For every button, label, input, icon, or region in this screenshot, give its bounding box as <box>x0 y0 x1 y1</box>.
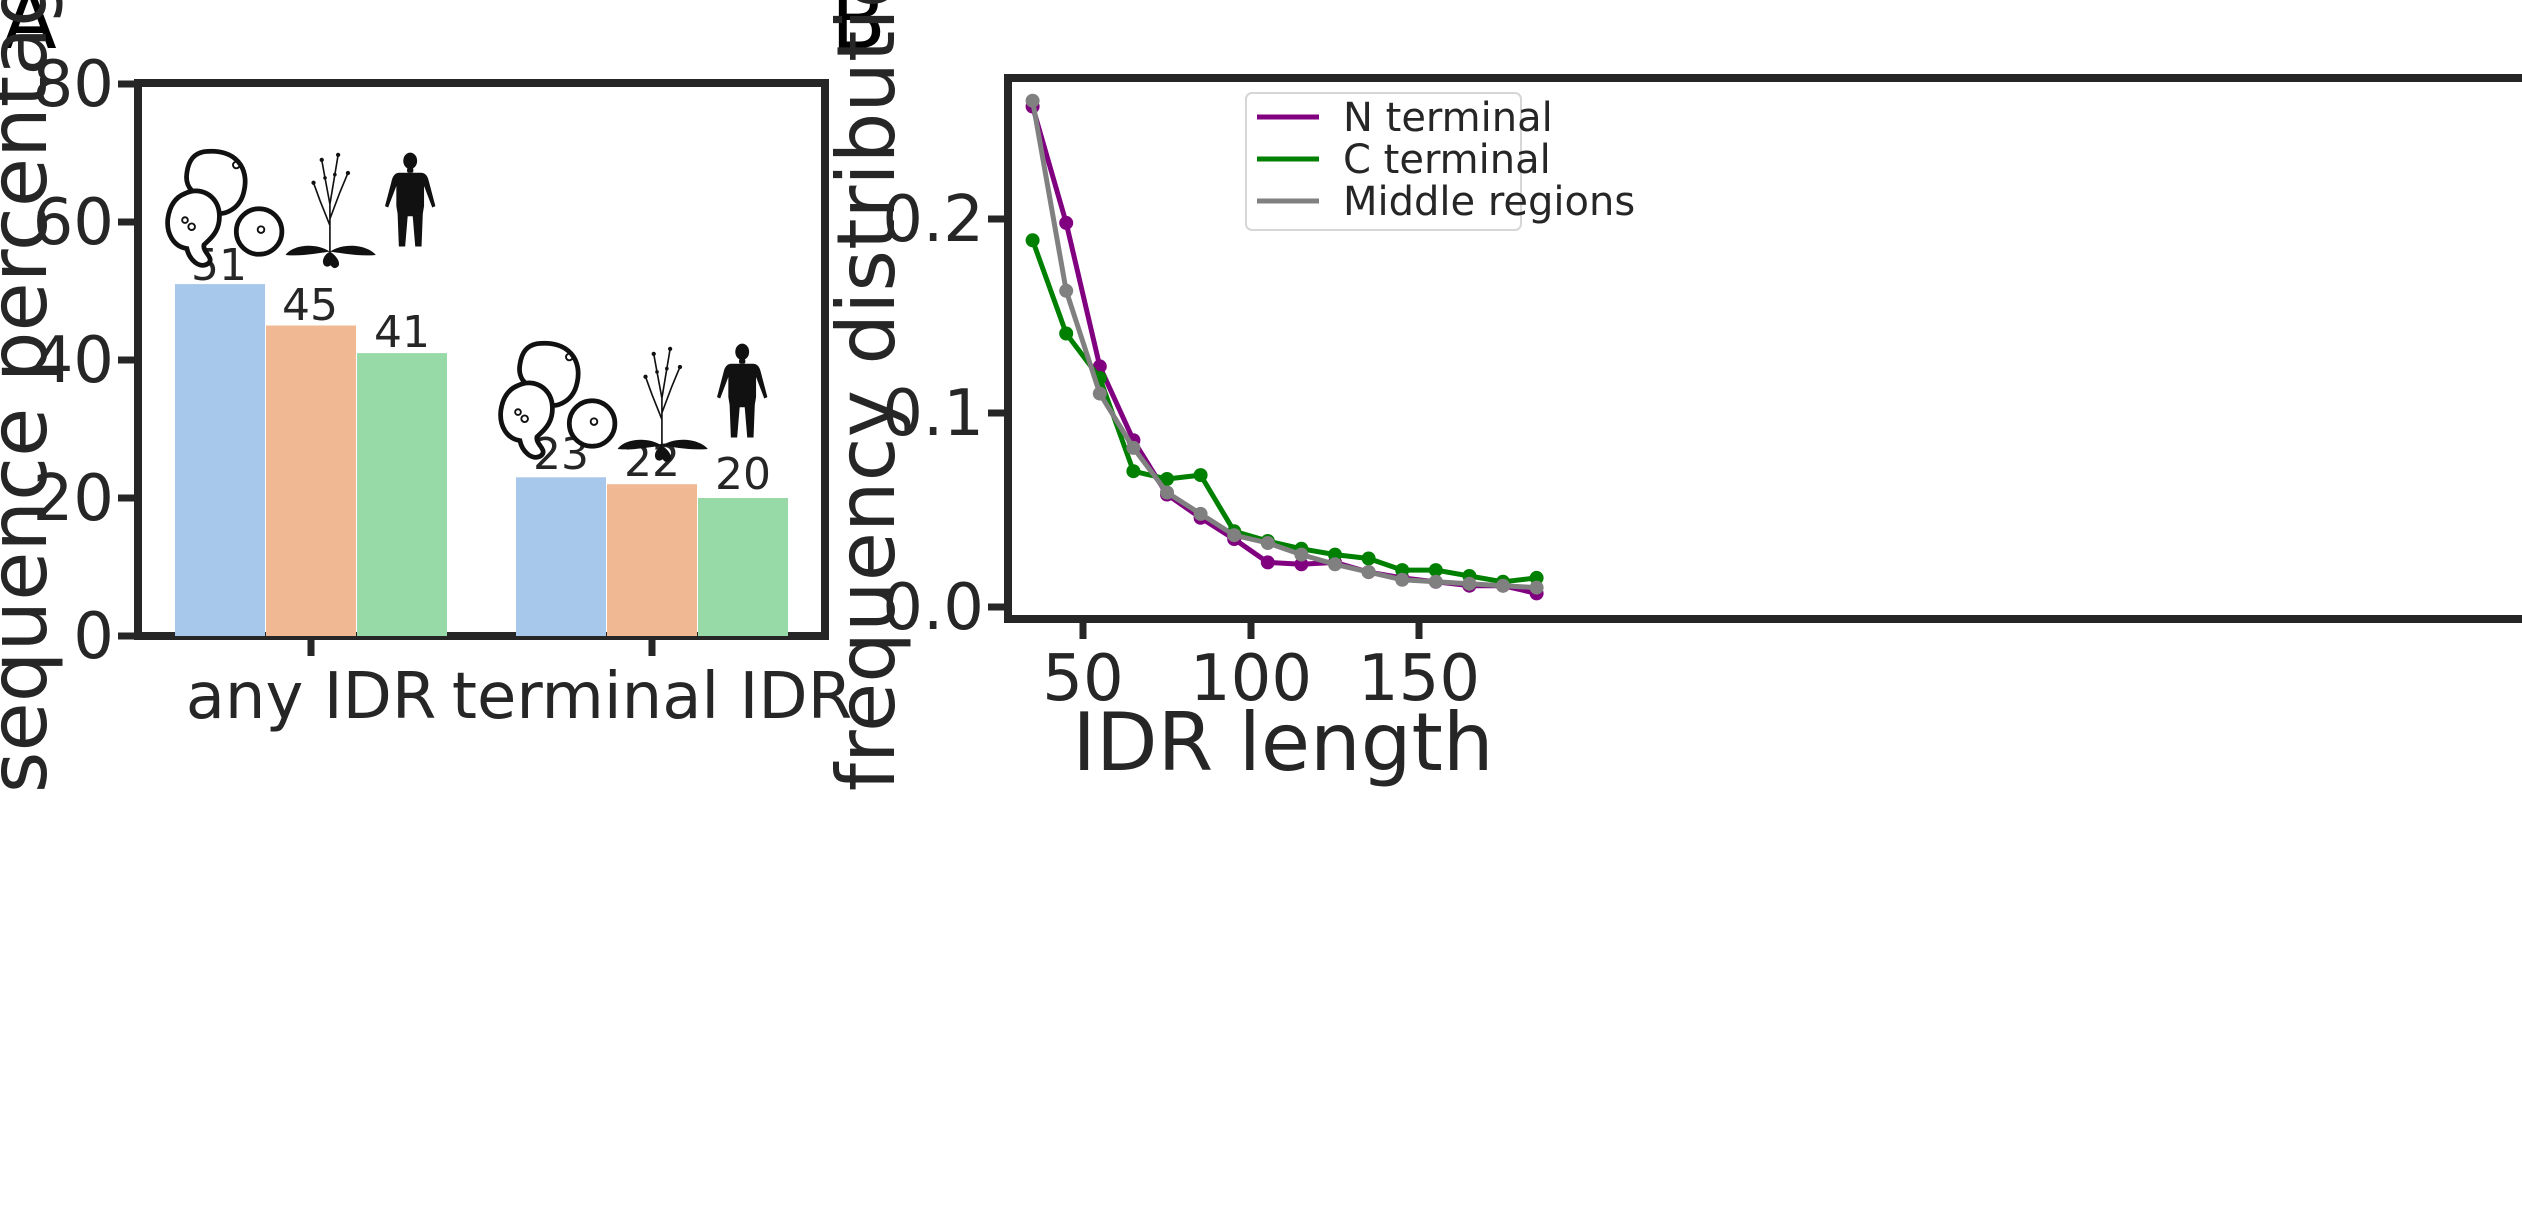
legend-label: N terminal <box>1343 95 1553 141</box>
legend-label: C terminal <box>1343 137 1551 183</box>
panel-b-letter: B <box>831 0 886 67</box>
panel-a-bar-chart: A 51 45 41 23 22 20 0 20 40 60 80 sequen… <box>0 0 852 793</box>
x-tick-label: 50 <box>1042 642 1123 716</box>
bar <box>175 284 265 636</box>
panel-a-y-axis: 0 20 40 60 80 sequence percentage <box>0 0 138 793</box>
panel-b-legend: N terminal C terminal Middle regions <box>1245 92 1635 231</box>
series-group <box>1025 93 1544 595</box>
y-tick-label: 0.1 <box>882 377 984 451</box>
panel-b-y-axis: 0.0 0.1 0.2 frequency distribution <box>820 0 1008 791</box>
human-figure-icon <box>717 343 768 438</box>
data-point <box>1260 555 1275 570</box>
bar <box>357 353 447 636</box>
series-line <box>1030 98 1540 591</box>
bar-label: 20 <box>715 449 771 500</box>
y-tick-label: 20 <box>33 462 114 536</box>
data-point <box>1193 506 1208 521</box>
data-point <box>1059 326 1074 341</box>
data-point <box>1059 215 1074 230</box>
data-point <box>1428 574 1443 589</box>
data-point <box>1025 93 1040 108</box>
data-point <box>1529 570 1544 585</box>
x-tick-label: 150 <box>1358 642 1480 716</box>
bar-label: 45 <box>282 280 338 331</box>
human-figure-icon <box>385 152 436 247</box>
y-tick-label: 0.0 <box>882 571 984 645</box>
panel-b-plot-frame <box>1004 74 2522 623</box>
panel-a-x-axis: any IDR terminal IDR <box>186 636 852 734</box>
bar <box>516 477 606 636</box>
data-point <box>1529 580 1544 595</box>
data-point <box>1361 565 1376 580</box>
legend-box <box>1245 92 1522 231</box>
panel-a-y-axis-title: sequence percentage <box>0 0 65 793</box>
y-tick-label: 0 <box>73 600 114 674</box>
data-point <box>1395 572 1410 587</box>
data-point <box>1294 557 1309 572</box>
y-tick-label: 0.2 <box>882 183 984 257</box>
x-tick-label: terminal IDR <box>452 660 852 734</box>
bar <box>266 325 356 636</box>
data-point <box>1361 551 1376 566</box>
data-point <box>1092 386 1107 401</box>
data-point <box>1294 547 1309 562</box>
data-point <box>1328 557 1342 572</box>
data-point <box>1395 563 1410 578</box>
data-point <box>1428 563 1443 578</box>
data-point <box>1227 528 1242 543</box>
plant-icon <box>284 151 377 269</box>
data-point <box>1193 468 1208 483</box>
data-point <box>1160 472 1174 486</box>
data-point <box>1126 440 1141 455</box>
x-tick-label: 100 <box>1190 642 1312 716</box>
y-tick-label: 80 <box>33 48 114 122</box>
series-group <box>1025 233 1544 589</box>
data-point <box>1126 464 1141 479</box>
bar <box>607 484 697 636</box>
panel-b-line-chart: B 0.0 0.1 0.2 frequency distribution 50 … <box>820 0 2522 791</box>
y-tick-label: 40 <box>33 324 114 398</box>
panel-a-bars <box>175 284 788 636</box>
data-point <box>1025 233 1040 248</box>
bar <box>698 498 788 636</box>
legend-label: Middle regions <box>1343 179 1635 225</box>
plant-icon <box>616 345 709 463</box>
data-point <box>1462 576 1477 591</box>
bar-label: 41 <box>374 307 430 358</box>
x-tick-label: any IDR <box>186 660 437 734</box>
panel-b-y-axis-title: frequency distribution <box>820 0 913 791</box>
data-point <box>1160 485 1174 500</box>
data-point <box>1260 536 1275 550</box>
panel-b-x-axis-title: IDR length <box>1072 696 1493 789</box>
data-point <box>1059 283 1074 298</box>
panel-b-series <box>1025 93 1544 601</box>
panel-a-letter: A <box>2 0 57 67</box>
panel-b-x-axis: 50 100 150 IDR length <box>1042 619 1494 789</box>
y-tick-label: 60 <box>33 186 114 260</box>
data-point <box>1328 547 1342 562</box>
data-point <box>1496 578 1510 593</box>
